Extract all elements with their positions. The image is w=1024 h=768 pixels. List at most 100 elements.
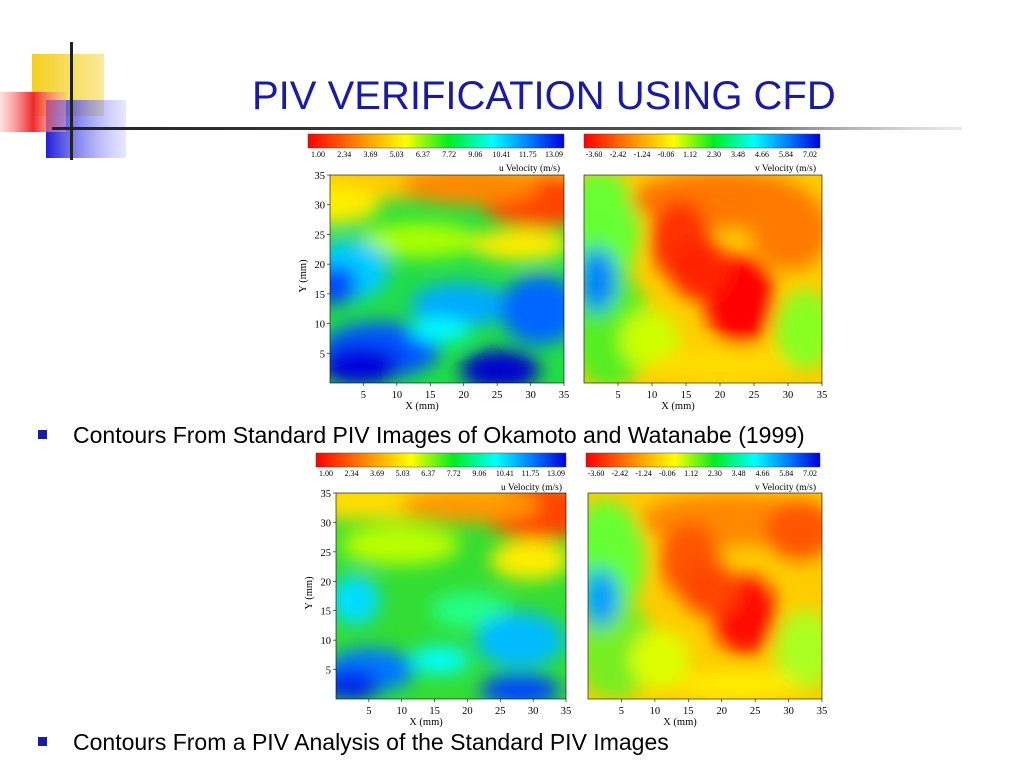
x-tick-label: 35 [559, 390, 570, 401]
colorbar-tick-label: 3.69 [370, 469, 384, 478]
bottom-figure [315, 452, 823, 700]
colorbar-label: v Velocity (m/s) [755, 163, 816, 174]
x-tick-label: 15 [681, 390, 692, 401]
y-axis-label: Y (mm) [298, 259, 309, 293]
colorbar-tick-label: 2.34 [337, 150, 351, 159]
v-contour-plot-bottom [588, 493, 822, 699]
colorbar-tick-label: 10.41 [496, 469, 514, 478]
colorbar-label: v Velocity (m/s) [755, 482, 816, 493]
bullet-item: Contours From Standard PIV Images of Oka… [38, 422, 805, 449]
x-tick-label: 10 [392, 390, 403, 401]
colorbar-tick-label: 6.37 [421, 469, 435, 478]
x-tick-label: 10 [650, 706, 661, 717]
u-colorbar [307, 133, 565, 149]
colorbar-tick-label: 5.03 [396, 469, 410, 478]
colorbar-tick-label: -1.24 [634, 150, 651, 159]
colorbar-tick-label: 9.06 [468, 150, 482, 159]
colorbar-label: u Velocity (m/s) [501, 482, 562, 493]
y-tick-label: 5 [320, 349, 325, 360]
x-tick-label: 30 [525, 390, 536, 401]
y-tick-label: 15 [315, 290, 326, 301]
colorbar-tick-label: 7.72 [447, 469, 461, 478]
u-contour-plot-bottom [336, 493, 566, 699]
colorbar-tick-label: 5.84 [779, 150, 793, 159]
x-tick-label: 5 [366, 706, 371, 717]
colorbar-tick-label: 9.06 [472, 469, 486, 478]
top-figure [307, 133, 823, 384]
deco-red-bar [0, 92, 66, 132]
colorbar-tick-label: 1.12 [684, 469, 698, 478]
x-tick-label: 20 [458, 390, 469, 401]
colorbar-tick-label: -0.06 [658, 150, 675, 159]
colorbar-tick-label: 3.69 [363, 150, 377, 159]
x-tick-label: 5 [615, 390, 620, 401]
colorbar-label: u Velocity (m/s) [499, 163, 560, 174]
x-tick-label: 35 [561, 706, 572, 717]
colorbar-tick-label: 13.09 [547, 469, 565, 478]
colorbar-tick-label: 13.09 [545, 150, 563, 159]
x-tick-label: 20 [462, 706, 473, 717]
colorbar-tick-label: 5.03 [390, 150, 404, 159]
slide-title: PIV VERIFICATION USING CFD [252, 74, 836, 118]
y-tick-label: 25 [315, 230, 326, 241]
colorbar-tick-label: -2.42 [610, 150, 627, 159]
y-axis-label: Y (mm) [304, 576, 315, 610]
x-tick-label: 25 [750, 706, 761, 717]
y-tick-label: 10 [315, 320, 326, 331]
colorbar-tick-label: 10.41 [493, 150, 511, 159]
bullet-text: Contours From Standard PIV Images of Oka… [73, 422, 805, 448]
colorbar-tick-label: -1.24 [635, 469, 652, 478]
x-tick-label: 30 [783, 390, 794, 401]
colorbar-tick-label: -2.42 [611, 469, 628, 478]
bullet-item: Contours From a PIV Analysis of the Stan… [38, 729, 669, 756]
x-tick-label: 25 [492, 390, 503, 401]
x-tick-label: 20 [716, 706, 727, 717]
x-axis-label: X (mm) [405, 401, 439, 412]
u-colorbar [315, 452, 567, 468]
u-contour-plot-top [330, 175, 564, 383]
y-tick-label: 30 [315, 201, 326, 212]
colorbar-tick-label: 1.12 [683, 150, 697, 159]
colorbar-tick-label: 7.72 [442, 150, 456, 159]
deco-vertical-line [70, 42, 73, 160]
deco-horizontal-line [52, 127, 962, 130]
x-tick-label: 30 [528, 706, 539, 717]
x-tick-label: 15 [683, 706, 694, 717]
x-tick-label: 20 [715, 390, 726, 401]
colorbar-tick-label: 1.00 [319, 469, 333, 478]
x-tick-label: 35 [817, 390, 828, 401]
y-tick-label: 10 [321, 636, 332, 647]
x-tick-label: 5 [361, 390, 366, 401]
x-tick-label: 25 [749, 390, 760, 401]
y-tick-label: 20 [321, 577, 332, 588]
colorbar-tick-label: 4.66 [755, 469, 769, 478]
y-tick-label: 25 [321, 548, 332, 559]
x-tick-label: 35 [817, 706, 828, 717]
y-tick-label: 15 [321, 607, 332, 618]
x-tick-label: 10 [647, 390, 658, 401]
x-axis-label: X (mm) [663, 717, 697, 728]
x-axis-label: X (mm) [661, 401, 695, 412]
colorbar-tick-label: 11.75 [519, 150, 537, 159]
corner-decoration [0, 42, 962, 160]
colorbar-tick-label: -3.60 [588, 469, 605, 478]
y-tick-label: 20 [315, 260, 326, 271]
colorbar-tick-label: 2.30 [708, 469, 722, 478]
x-axis-label: X (mm) [409, 717, 443, 728]
x-tick-label: 15 [425, 390, 436, 401]
bullet-marker [38, 430, 47, 440]
bullet-marker [38, 737, 47, 747]
colorbar-tick-label: 1.00 [311, 150, 325, 159]
colorbar-tick-label: 4.66 [755, 150, 769, 159]
y-tick-label: 35 [321, 489, 332, 500]
colorbar-tick-label: 2.34 [345, 469, 359, 478]
x-tick-label: 30 [783, 706, 794, 717]
colorbar-tick-label: 7.02 [803, 469, 817, 478]
colorbar-tick-label: 5.84 [779, 469, 793, 478]
x-tick-label: 5 [619, 706, 624, 717]
y-tick-label: 30 [321, 518, 332, 529]
colorbar-tick-label: -0.06 [659, 469, 676, 478]
y-tick-label: 5 [326, 666, 331, 677]
colorbar-tick-label: 3.48 [731, 150, 745, 159]
v-colorbar [585, 452, 821, 468]
